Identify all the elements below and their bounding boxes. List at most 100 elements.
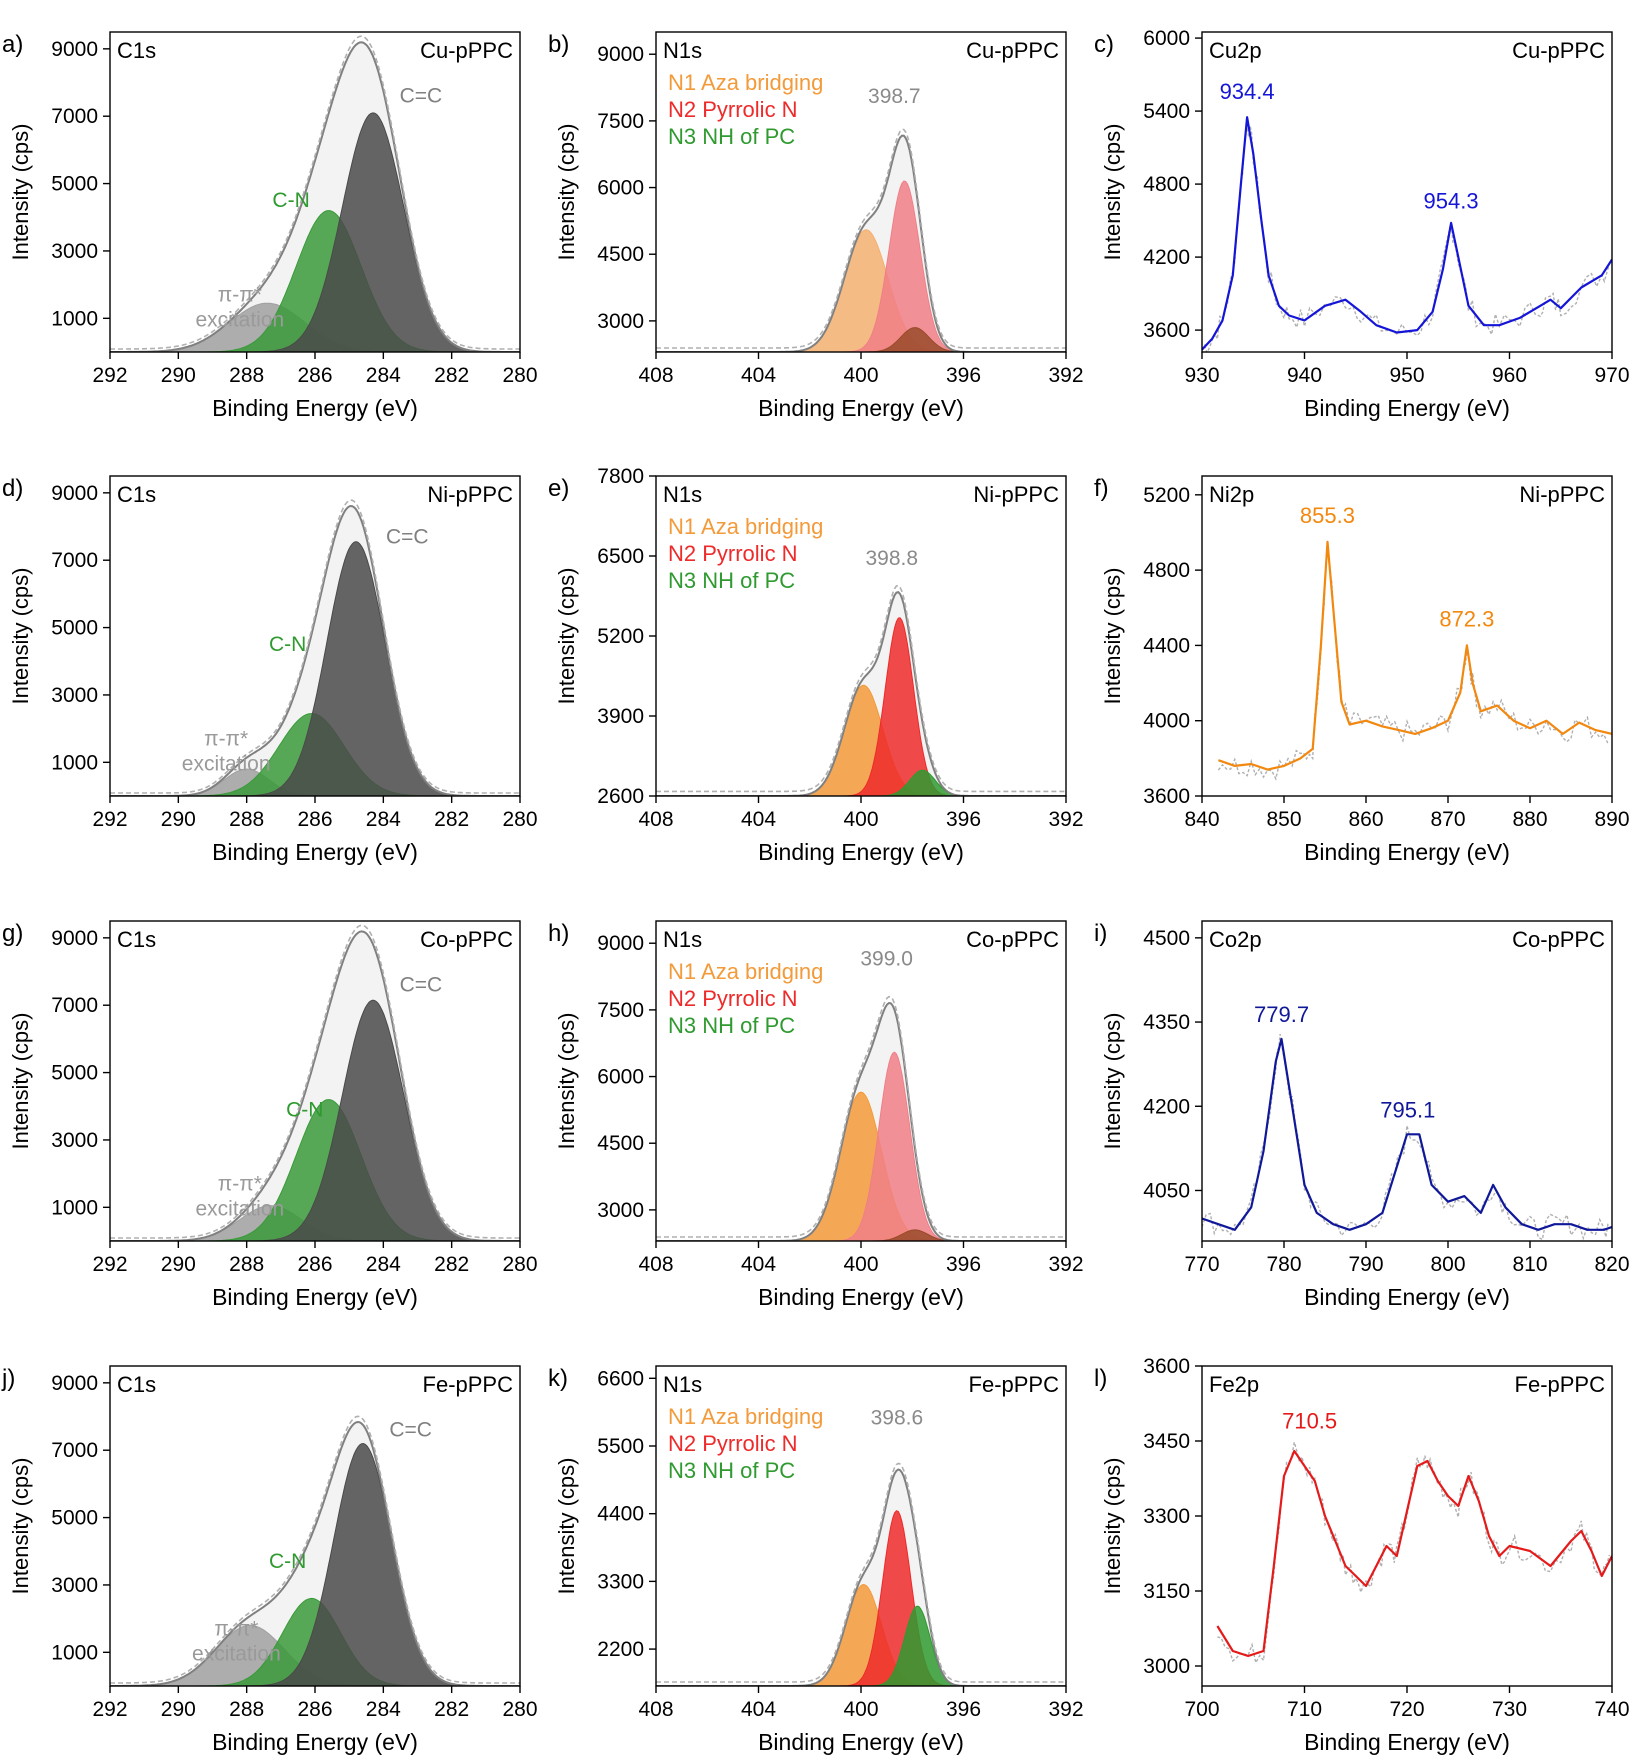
panel-letter: i) — [1094, 920, 1107, 947]
sample-name: Ni-pPPC — [427, 482, 513, 507]
x-tick-label: 404 — [741, 1253, 776, 1276]
x-tick-label: 284 — [366, 1698, 401, 1721]
raw-data-line — [656, 995, 1066, 1238]
y-axis-label: Intensity (cps) — [554, 1458, 579, 1595]
panel-a: 292 290 288 286 284 282 280 1000 3000 5000 7000 900… — [2, 31, 538, 421]
x-tick-label: 392 — [1048, 1698, 1083, 1721]
y-tick-label: 9000 — [51, 1372, 98, 1395]
y-tick-label: 1000 — [51, 1641, 98, 1664]
peak-annotation: excitation — [195, 1198, 284, 1221]
y-tick-label: 4400 — [1143, 634, 1190, 657]
x-axis-label: Binding Energy (eV) — [758, 395, 964, 421]
x-tick-label: 290 — [161, 1698, 196, 1721]
x-tick-label: 286 — [297, 1253, 332, 1276]
x-tick-label: 840 — [1184, 808, 1219, 831]
x-tick-label: 280 — [502, 364, 537, 387]
x-tick-label: 286 — [297, 364, 332, 387]
peak-annotation: C=C — [386, 525, 429, 548]
component-peak-2 — [656, 1510, 1066, 1686]
component-peak-2 — [656, 617, 1066, 796]
x-tick-label: 880 — [1512, 808, 1547, 831]
panel-j: 292 290 288 286 284 282 280 1000 3000 5000 7000 900… — [1, 1365, 538, 1755]
x-tick-label: 408 — [638, 1698, 673, 1721]
envelope-fill — [110, 1422, 520, 1686]
x-tick-label: 940 — [1287, 364, 1322, 387]
x-axis-label: Binding Energy (eV) — [212, 1284, 418, 1310]
panel-g: 292 290 288 286 284 282 280 1000 3000 5000 7000 900… — [2, 920, 538, 1310]
x-tick-label: 292 — [92, 808, 127, 831]
plot-area — [656, 1462, 1066, 1686]
peak-annotation: excitation — [192, 1643, 281, 1666]
y-axis-label: Intensity (cps) — [554, 568, 579, 705]
legend-entry: N2 Pyrrolic N — [668, 1431, 798, 1456]
x-tick-label: 960 — [1492, 364, 1527, 387]
x-tick-label: 392 — [1048, 808, 1083, 831]
peak-annotation: π-π* — [214, 1617, 258, 1640]
legend-entry: N1 Aza bridging — [668, 959, 823, 984]
x-tick-label: 790 — [1348, 1253, 1383, 1276]
component-peak-2 — [656, 180, 1066, 352]
envelope-fill — [110, 506, 520, 796]
y-tick-label: 6000 — [1143, 27, 1190, 50]
raw-data-line — [1217, 543, 1609, 781]
sample-name: Co-pPPC — [420, 927, 513, 952]
x-tick-label: 282 — [434, 1698, 469, 1721]
y-tick-label: 5400 — [1143, 100, 1190, 123]
x-axis-label: Binding Energy (eV) — [212, 1729, 418, 1755]
panel-b: 408 404 400 396 392 3000 4500 6000 7500 9000 Bindi… — [548, 31, 1084, 421]
y-tick-label: 9000 — [597, 932, 644, 955]
y-tick-label: 4500 — [597, 1132, 644, 1155]
peak-label: 779.7 — [1254, 1002, 1309, 1027]
component-peak-1 — [656, 1091, 1066, 1241]
x-tick-label: 408 — [638, 1253, 673, 1276]
plot-area — [1202, 116, 1612, 352]
y-tick-label: 3000 — [597, 1199, 644, 1222]
x-tick-label: 740 — [1594, 1698, 1629, 1721]
plot-area — [110, 924, 520, 1241]
peak-position-label: 398.7 — [868, 85, 921, 108]
y-tick-label: 3000 — [51, 1574, 98, 1597]
spectrum-line — [1202, 116, 1612, 351]
x-tick-label: 730 — [1492, 1698, 1527, 1721]
peak-annotation: C=C — [400, 974, 443, 997]
envelope-line — [656, 1468, 1066, 1686]
x-axis-label: Binding Energy (eV) — [758, 839, 964, 865]
legend-entry: N1 Aza bridging — [668, 1404, 823, 1429]
y-tick-label: 5000 — [51, 1507, 98, 1530]
x-axis-label: Binding Energy (eV) — [758, 1284, 964, 1310]
y-tick-label: 3900 — [597, 705, 644, 728]
y-tick-label: 6500 — [597, 545, 644, 568]
panel-title: Fe2p — [1209, 1372, 1259, 1397]
panel-letter: g) — [2, 920, 23, 947]
y-tick-label: 1000 — [51, 1196, 98, 1219]
legend-entry: N2 Pyrrolic N — [668, 541, 798, 566]
x-tick-label: 800 — [1430, 1253, 1465, 1276]
panel-letter: e) — [548, 475, 569, 502]
x-tick-label: 288 — [229, 808, 264, 831]
y-tick-label: 3600 — [1143, 785, 1190, 808]
x-tick-label: 870 — [1430, 808, 1465, 831]
x-tick-label: 392 — [1048, 1253, 1083, 1276]
legend-entry: N2 Pyrrolic N — [668, 97, 798, 122]
panel-letter: h) — [548, 920, 569, 947]
x-tick-label: 290 — [161, 1253, 196, 1276]
x-tick-label: 288 — [229, 1698, 264, 1721]
y-tick-label: 3600 — [1143, 1355, 1190, 1378]
x-tick-label: 970 — [1594, 364, 1629, 387]
legend-entry: N3 NH of PC — [668, 568, 795, 593]
plot-frame — [1201, 475, 1613, 797]
panel-title: Ni2p — [1209, 482, 1254, 507]
peak-annotation: π-π* — [218, 1172, 262, 1195]
x-tick-label: 890 — [1594, 808, 1629, 831]
raw-data-line — [656, 1462, 1066, 1683]
panel-d: 292 290 288 286 284 282 280 1000 3000 5000 7000 900… — [2, 475, 538, 865]
legend-entry: N3 NH of PC — [668, 1013, 795, 1038]
envelope-line — [110, 41, 520, 352]
x-tick-label: 860 — [1348, 808, 1383, 831]
panel-letter: l) — [1094, 1365, 1107, 1392]
component-peak-1 — [656, 229, 1066, 352]
peak-annotation: C=C — [389, 1419, 432, 1442]
sample-name: Co-pPPC — [1512, 927, 1605, 952]
envelope-line — [656, 1001, 1066, 1241]
